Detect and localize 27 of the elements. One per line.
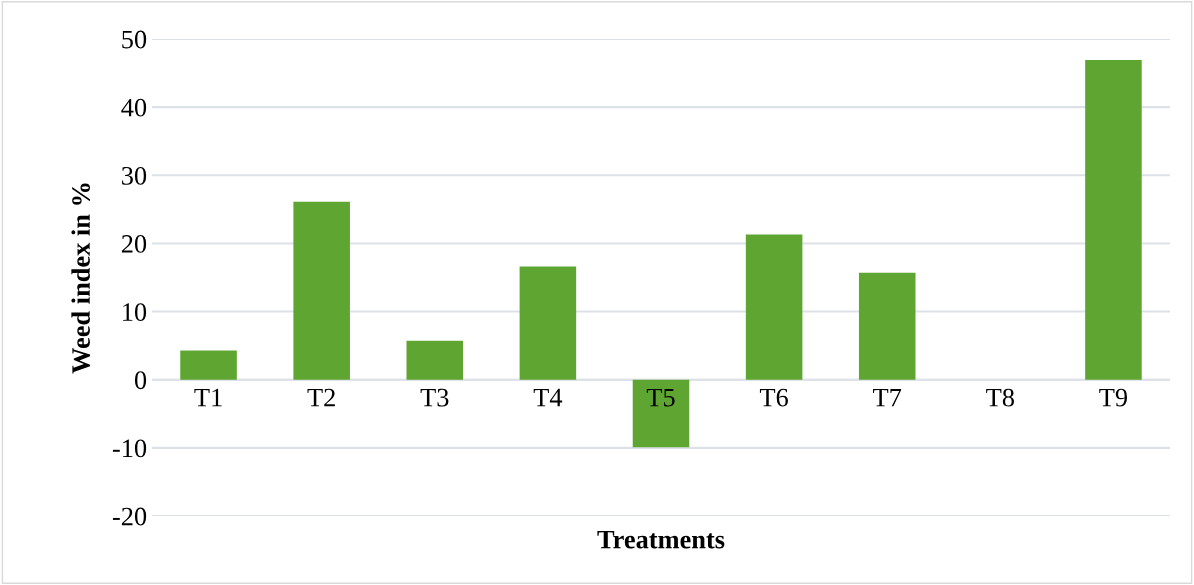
y-tick-label: 40	[121, 98, 147, 117]
y-tick-label: 50	[122, 30, 147, 49]
bar	[858, 272, 916, 380]
x-tick-label: T8	[986, 388, 1014, 407]
bar	[519, 266, 577, 380]
x-tick-label: T5	[646, 388, 675, 407]
x-axis-title: Treatments	[597, 530, 725, 549]
y-tick-label: 10	[123, 303, 147, 321]
bar	[406, 340, 464, 380]
x-tick-label: T7	[873, 388, 902, 407]
x-tick-label: T3	[420, 388, 449, 407]
bar	[1085, 60, 1142, 380]
x-tick-label: T2	[307, 388, 335, 407]
y-tick-label: 20	[121, 235, 147, 253]
x-tick-label: T1	[194, 388, 222, 407]
bar	[180, 350, 237, 380]
bar	[293, 201, 350, 380]
y-tick-label: 30	[122, 166, 147, 185]
x-tick-label: T9	[1099, 388, 1128, 407]
bar	[632, 379, 690, 448]
y-tick-label: 0	[134, 371, 147, 390]
y-axis-title: Weed index in %	[71, 183, 91, 374]
x-tick-label: T6	[759, 388, 788, 407]
x-tick-label: T4	[533, 388, 563, 407]
bar	[745, 234, 803, 380]
y-tick-label: -20	[112, 507, 147, 526]
y-tick-label: -10	[112, 439, 147, 458]
